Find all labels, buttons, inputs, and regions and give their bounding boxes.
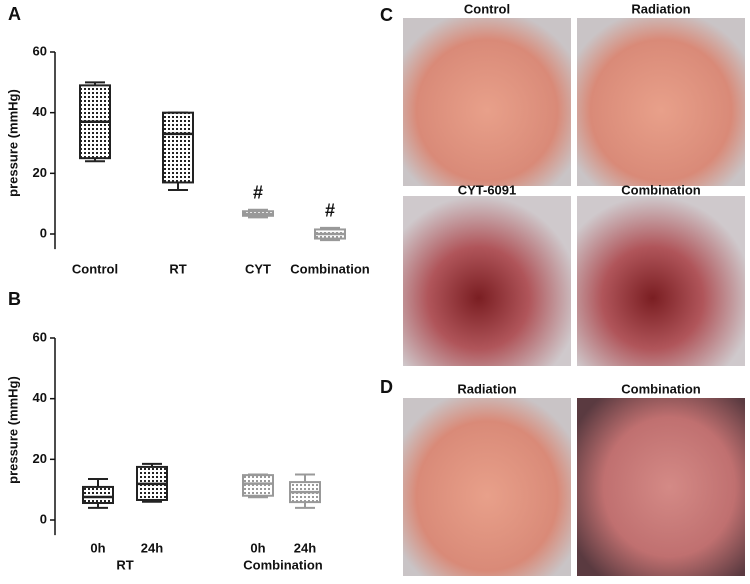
photo (403, 18, 571, 186)
y-tick-label: 20 (33, 451, 47, 466)
y-tick-label: 60 (33, 329, 47, 344)
panel-letter: A (8, 4, 21, 24)
x-tick-label: Combination (290, 261, 369, 276)
photo (403, 196, 571, 366)
y-axis-label: pressure (mmHg) (5, 376, 20, 484)
box (82, 485, 114, 505)
annotation: # (325, 201, 335, 221)
x-tick-label: RT (169, 261, 186, 276)
photo (403, 398, 571, 576)
panel-letter: C (380, 5, 393, 25)
y-tick-label: 40 (33, 390, 47, 405)
photo-label: Combination (621, 381, 700, 396)
y-tick-label: 60 (33, 43, 47, 58)
x-tick-label: CYT (245, 261, 271, 276)
photo-label: CYT-6091 (458, 182, 517, 197)
panel-letter: D (380, 377, 393, 397)
x-tick-label: 24h (294, 540, 316, 555)
y-axis-label: pressure (mmHg) (5, 89, 20, 197)
annotation: # (253, 182, 263, 202)
y-tick-label: 20 (33, 165, 47, 180)
photo-label: Control (464, 1, 510, 16)
y-tick-label: 0 (40, 225, 47, 240)
photo-panels: C D Control Radiation CYT-6091 Combinati… (380, 1, 745, 576)
photo (577, 398, 745, 576)
y-tick-label: 40 (33, 104, 47, 119)
photo-label: Radiation (457, 381, 516, 396)
box (162, 111, 194, 184)
photo (577, 196, 745, 366)
y-tick-label: 0 (40, 511, 47, 526)
box (242, 474, 274, 497)
x-tick-label: 0h (90, 540, 105, 555)
x-tick-label: 24h (141, 540, 163, 555)
x-tick-label: Control (72, 261, 118, 276)
group-label: Combination (243, 557, 322, 572)
panel-letter: B (8, 289, 21, 309)
photo-label: Radiation (631, 1, 690, 16)
photo (577, 18, 745, 186)
group-label: RT (116, 557, 133, 572)
photo-label: Combination (621, 182, 700, 197)
x-tick-label: 0h (250, 540, 265, 555)
